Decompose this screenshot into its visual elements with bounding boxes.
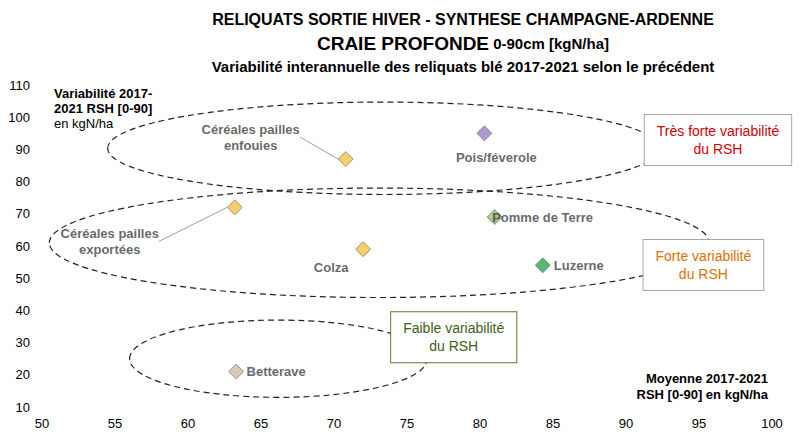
svg-text:40: 40: [16, 303, 30, 318]
svg-text:CRAIE PROFONDE: CRAIE PROFONDE: [317, 33, 489, 54]
svg-text:Moyenne 2017-2021: Moyenne 2017-2021: [646, 371, 768, 386]
svg-text:Céréales pailles: Céréales pailles: [61, 226, 159, 241]
svg-text:20: 20: [16, 367, 30, 382]
svg-text:Pois/féverole: Pois/féverole: [456, 150, 537, 165]
svg-text:0-90cm [kgN/ha]: 0-90cm [kgN/ha]: [489, 35, 609, 52]
svg-text:Variabilité 2017-: Variabilité 2017-: [54, 86, 152, 101]
svg-text:en kgN/ha: en kgN/ha: [54, 116, 114, 131]
svg-text:du RSH: du RSH: [679, 266, 728, 282]
svg-text:Forte variabilité: Forte variabilité: [656, 248, 752, 264]
svg-text:95: 95: [692, 416, 706, 431]
svg-text:55: 55: [108, 416, 122, 431]
svg-text:du RSH: du RSH: [429, 338, 478, 354]
svg-text:50: 50: [16, 271, 30, 286]
svg-text:100: 100: [761, 416, 783, 431]
svg-text:80: 80: [473, 416, 487, 431]
svg-text:Très forte variabilité: Très forte variabilité: [657, 123, 780, 139]
svg-text:Variabilité interannuelle des: Variabilité interannuelle des reliquats …: [212, 58, 715, 75]
svg-text:65: 65: [254, 416, 268, 431]
svg-text:Betterave: Betterave: [247, 364, 306, 379]
svg-text:Faible variabilité: Faible variabilité: [403, 320, 504, 336]
svg-text:100: 100: [8, 110, 30, 125]
svg-text:85: 85: [546, 416, 560, 431]
svg-text:Céréales pailles: Céréales pailles: [202, 122, 300, 137]
svg-text:70: 70: [16, 206, 30, 221]
svg-text:50: 50: [35, 416, 49, 431]
svg-text:60: 60: [16, 239, 30, 254]
svg-text:70: 70: [327, 416, 341, 431]
svg-text:90: 90: [619, 416, 633, 431]
svg-text:30: 30: [16, 335, 30, 350]
svg-text:2021 RSH [0-90]: 2021 RSH [0-90]: [54, 101, 152, 116]
svg-text:enfouies: enfouies: [224, 138, 277, 153]
svg-text:du RSH: du RSH: [693, 141, 742, 157]
svg-text:exportées: exportées: [79, 242, 140, 257]
svg-text:80: 80: [16, 174, 30, 189]
svg-text:110: 110: [9, 78, 30, 93]
svg-text:Luzerne: Luzerne: [554, 258, 604, 273]
svg-text:90: 90: [16, 142, 30, 157]
svg-text:Pomme de Terre: Pomme de Terre: [492, 210, 593, 225]
svg-text:Colza: Colza: [314, 260, 349, 275]
svg-text:75: 75: [400, 416, 414, 431]
svg-text:60: 60: [181, 416, 195, 431]
svg-text:RELIQUATS SORTIE HIVER - SYNTH: RELIQUATS SORTIE HIVER - SYNTHESE CHAMPA…: [212, 11, 714, 28]
svg-text:RSH [0-90] en kgN/ha: RSH [0-90] en kgN/ha: [637, 387, 769, 402]
svg-text:10: 10: [16, 400, 30, 415]
